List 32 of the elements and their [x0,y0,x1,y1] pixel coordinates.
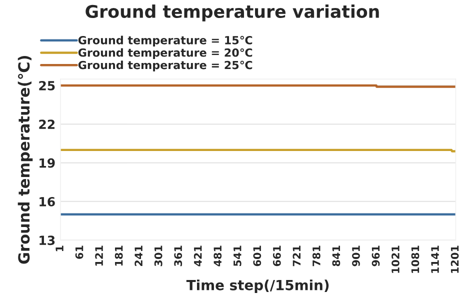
x-tick-label: 181 [114,246,123,266]
x-tick-label: 121 [95,246,103,266]
x-tick-label: 661 [272,246,281,266]
legend-label: Ground temperature = 15℃ [78,36,252,47]
x-tick-label: 541 [234,246,242,266]
x-tick-label: 1081 [411,246,420,273]
chart-title: Ground temperature variation [86,4,379,22]
x-tick-label: 841 [332,246,340,266]
y-tick-label: 16 [40,196,55,206]
y-tick-label: 19 [40,158,55,168]
y-tick-label: 22 [39,120,55,129]
x-tick-label: 61 [75,246,84,259]
legend-label: Ground temperature = 20℃ [78,48,252,59]
x-tick-label: 1021 [392,246,400,273]
y-tick-label: 13 [40,236,55,246]
x-tick-label: 721 [292,246,300,266]
x-tick-label: 1201 [450,246,459,273]
x-tick-label: 1 [56,246,64,252]
x-tick-label: 301 [154,246,162,266]
x-tick-label: 601 [253,246,262,266]
x-axis-title: Time step(/15min) [186,280,329,294]
x-tick-label: 1141 [431,246,439,273]
legend-label: Ground temperature = 25℃ [78,60,252,72]
x-tick-label: 361 [174,246,182,266]
x-tick-label: 781 [312,246,320,266]
x-tick-label: 481 [214,246,222,266]
x-tick-label: 421 [194,246,202,266]
y-axis-title: Ground temperature(℃) [18,56,33,264]
x-tick-label: 961 [372,246,380,266]
y-tick-label: 25 [39,80,55,90]
x-tick-label: 241 [134,246,142,266]
x-tick-label: 901 [352,246,360,266]
